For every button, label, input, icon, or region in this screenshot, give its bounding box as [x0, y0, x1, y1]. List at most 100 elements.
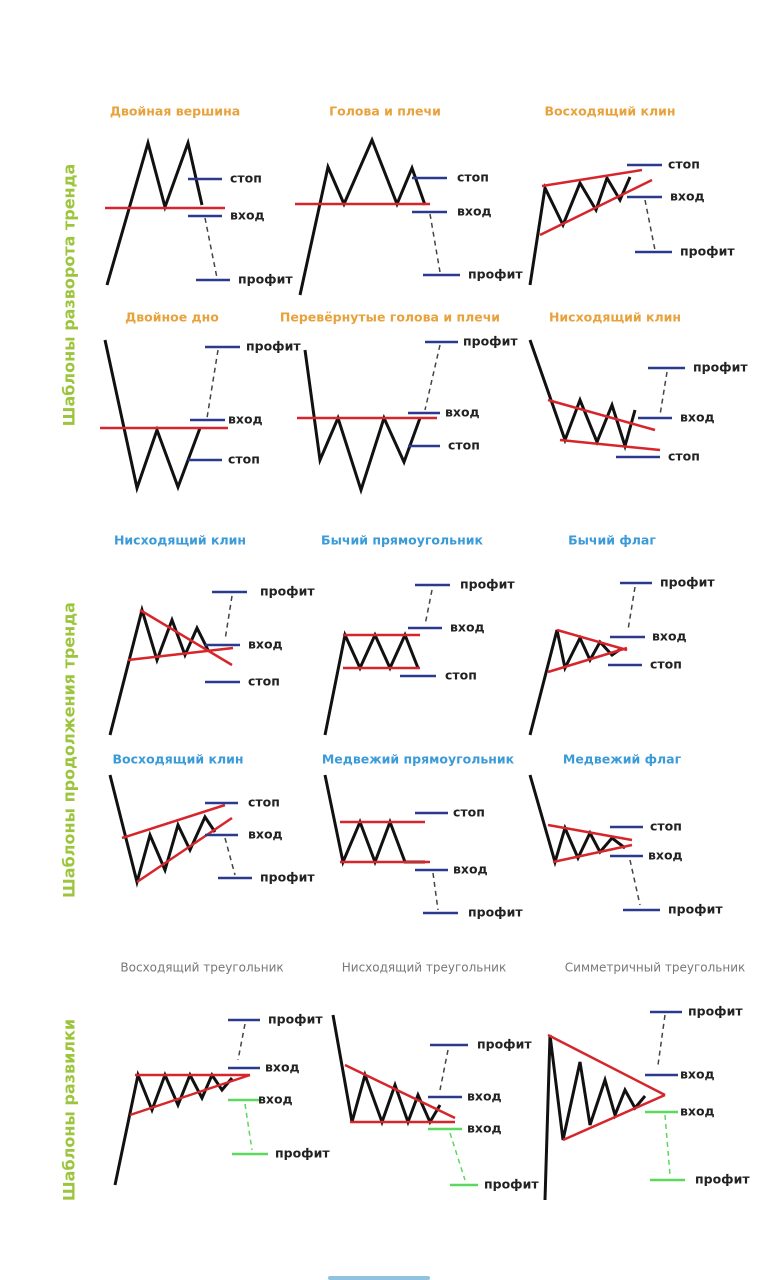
trendline [539, 178, 653, 237]
profit-label: профит [268, 1012, 323, 1027]
pattern-1: Голова и плечи стоп вход профит [295, 104, 523, 296]
trendline [139, 608, 233, 667]
stop-label: стоп [668, 449, 700, 464]
entry-label: вход [652, 629, 687, 644]
target-projection [424, 589, 433, 626]
target-projection [432, 872, 439, 911]
profit-label: профит [246, 339, 301, 354]
profit2-label: профит [695, 1172, 750, 1187]
entry-label: вход [680, 410, 715, 425]
trendline [559, 438, 661, 452]
pattern-title: Медвежий прямоугольник [322, 752, 515, 767]
price-line [331, 1014, 442, 1127]
target-projection [439, 1049, 449, 1091]
target-projection [237, 1023, 246, 1061]
entry-label: вход [265, 1060, 300, 1075]
price-line [108, 604, 210, 736]
target-projection [629, 859, 641, 906]
pattern-title: Медвежий флаг [563, 752, 682, 767]
price-line [303, 349, 422, 495]
entry2-label: вход [467, 1121, 502, 1136]
entry-label: вход [445, 405, 480, 420]
entry-label: вход [450, 620, 485, 635]
stop-label: стоп [448, 438, 480, 453]
price-line [323, 774, 425, 868]
profit-label: профит [260, 870, 315, 885]
pattern-title: Нисходящий клин [114, 533, 246, 548]
stop-label: стоп [453, 805, 485, 820]
profit-label: профит [463, 334, 518, 349]
target-projection [644, 199, 656, 251]
trendline [136, 816, 233, 884]
profit-label: профит [468, 905, 523, 920]
pattern-2: Восходящий клин стоп вход профит [528, 104, 735, 286]
pattern-title: Симметричный треугольник [565, 961, 745, 975]
section-label: Шаблоны продолжения тренда [60, 602, 79, 898]
stop-label: стоп [248, 674, 280, 689]
entry-label: вход [230, 208, 265, 223]
stop-label: стоп [650, 657, 682, 672]
entry-label: вход [457, 204, 492, 219]
pattern-3: Двойное дно профит вход стоп [100, 310, 301, 494]
trendline [547, 1033, 666, 1097]
pattern-10: Медвежий прямоугольник стоп вход профит [322, 752, 523, 920]
pattern-title: Перевёрнутые голова и плечи [280, 310, 500, 325]
profit-label: профит [660, 575, 715, 590]
trendline [129, 1073, 251, 1117]
profit-label: профит [260, 584, 315, 599]
target-projection [206, 349, 219, 419]
price-line [105, 137, 204, 286]
pattern-title: Нисходящий треугольник [342, 961, 506, 975]
trendline [344, 1063, 456, 1120]
stop-label: стоп [650, 819, 682, 834]
price-line [113, 1069, 234, 1186]
pattern-title: Двойное дно [125, 310, 219, 325]
bottom-handle [328, 1276, 430, 1280]
alt-target-projection [664, 1114, 671, 1176]
profit-label: профит [238, 272, 293, 287]
profit2-label: профит [275, 1146, 330, 1161]
pattern-7: Бычий прямоугольник профит вход стоп [321, 533, 515, 736]
pattern-9: Восходящий клин стоп вход профит [108, 752, 315, 888]
pattern-5: Нисходящий клин профит вход стоп [528, 310, 748, 464]
pattern-13: Нисходящий треугольник профит вход вход проф… [331, 961, 539, 1192]
entry-label: вход [670, 189, 705, 204]
profit2-label: профит [484, 1177, 539, 1192]
profit-label: профит [680, 244, 735, 259]
pattern-6: Нисходящий клин профит вход стоп [108, 533, 315, 736]
entry-label: вход [453, 862, 488, 877]
target-projection [627, 586, 636, 631]
pattern-4: Перевёрнутые голова и плечи профит вход сто… [280, 310, 518, 495]
pattern-title: Бычий флаг [568, 533, 656, 548]
stop-label: стоп [230, 171, 262, 186]
stop-label: стоп [668, 157, 700, 172]
profit-label: профит [688, 1004, 743, 1019]
price-line [323, 630, 420, 736]
pattern-title: Двойная вершина [110, 104, 240, 119]
price-line [108, 774, 217, 888]
price-line [543, 1034, 647, 1201]
trendline [562, 1093, 666, 1142]
trendline [547, 646, 628, 674]
pattern-8: Бычий флаг профит вход стоп [528, 533, 715, 736]
trendline [127, 646, 234, 662]
pattern-title: Голова и плечи [329, 104, 441, 119]
entry2-label: вход [258, 1092, 293, 1107]
price-line [528, 174, 632, 286]
target-projection [659, 371, 668, 416]
price-line [528, 339, 637, 452]
target-projection [224, 595, 233, 641]
trendline [547, 398, 656, 432]
pattern-0: Двойная вершина стоп вход профит [105, 104, 293, 287]
target-projection [424, 344, 441, 411]
pattern-title: Восходящий клин [544, 104, 675, 119]
entry2-label: вход [680, 1104, 715, 1119]
profit-label: профит [693, 360, 748, 375]
pattern-title: Восходящий клин [112, 752, 243, 767]
price-line [103, 339, 202, 494]
alt-target-projection [244, 1103, 253, 1151]
pattern-11: Медвежий флаг стоп вход профит [528, 752, 723, 917]
trendline [552, 843, 633, 864]
stop-label: стоп [445, 668, 477, 683]
